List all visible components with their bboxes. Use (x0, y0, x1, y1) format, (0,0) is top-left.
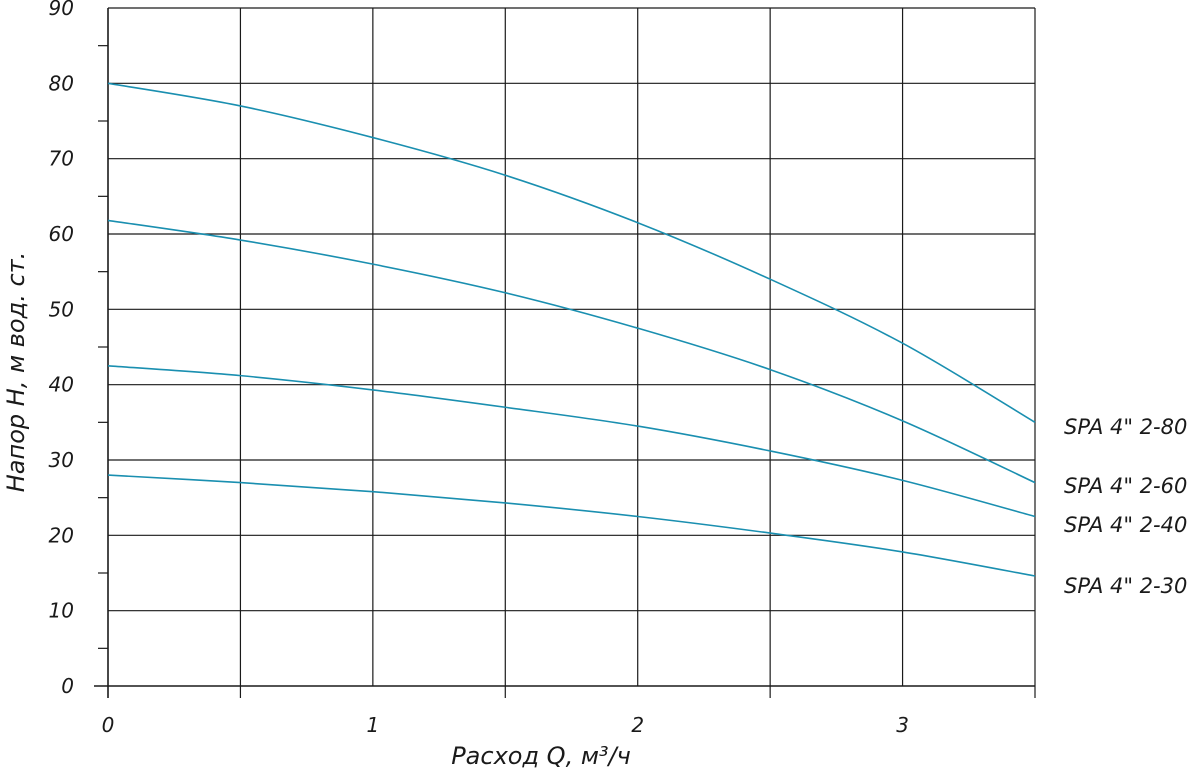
y-axis-title: Напор Н, м вод. ст. (2, 252, 30, 493)
y-tick-label: 50 (49, 297, 74, 321)
series-lines (107, 82, 1036, 577)
x-tick-label: 2 (631, 713, 644, 737)
y-tick-label: 80 (49, 71, 74, 95)
x-axis-title: Расход Q, м³/ч (451, 742, 631, 770)
series-label: SPA 4" 2-30 (1064, 574, 1187, 598)
y-tick-label: 10 (49, 599, 74, 623)
series-label: SPA 4" 2-80 (1064, 415, 1187, 439)
tick-labels: 0 10 20 30 40 50 60 70 80 90 0 1 2 3 (49, 0, 909, 737)
series-line (107, 365, 1036, 518)
x-tick-label: 0 (102, 713, 115, 737)
y-tick-label: 40 (49, 373, 74, 397)
series-label: SPA 4" 2-60 (1064, 474, 1187, 498)
series-label: SPA 4" 2-40 (1064, 513, 1187, 537)
y-tick-label: 90 (49, 0, 74, 20)
y-tick-label: 0 (61, 674, 74, 698)
y-tick-label: 60 (49, 222, 74, 246)
series-labels: SPA 4" 2-80 SPA 4" 2-60 SPA 4" 2-40 SPA 4" … (1064, 415, 1187, 598)
series-line (107, 82, 1036, 424)
series-line (107, 219, 1036, 484)
x-tick-label: 3 (896, 713, 909, 737)
y-tick-label: 30 (49, 448, 74, 472)
grid (94, 7, 1036, 698)
series-line (107, 474, 1036, 577)
x-tick-label: 1 (366, 713, 379, 737)
y-tick-label: 70 (49, 147, 74, 171)
y-tick-label: 20 (49, 523, 74, 547)
